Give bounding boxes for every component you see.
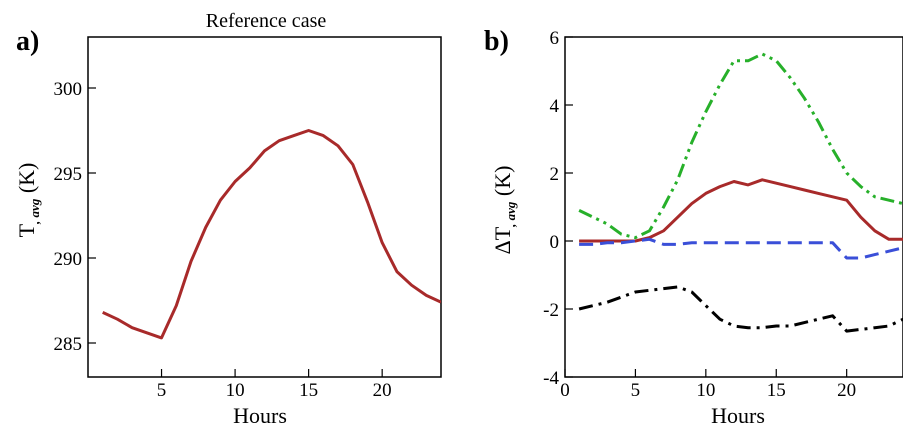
panel-b-series-line-2 bbox=[579, 237, 903, 260]
panel-b-ytick-label: -2 bbox=[543, 300, 559, 321]
panel-b-xlabel: Hours bbox=[711, 403, 765, 428]
panel-a-ytick-label: 300 bbox=[54, 79, 83, 100]
panel-a-ticks: 5 10 15 20 285 290 295 300 bbox=[54, 79, 392, 401]
panel-a-ylabel-unit: (K) bbox=[14, 163, 39, 199]
panel-a-ylabel-main: T bbox=[14, 223, 39, 237]
panel-b-xtick-label: 0 bbox=[560, 380, 570, 401]
panel-b-ytick-label: 4 bbox=[550, 96, 560, 117]
panel-b-ytick-label: 2 bbox=[550, 164, 560, 185]
panel-b-ticks: 0 5 10 15 20 -4 -2 0 2 4 6 bbox=[543, 28, 856, 401]
panel-b-xtick-label: 20 bbox=[837, 380, 856, 401]
panel-b-ylabel: ΔT, avg (K) bbox=[490, 166, 518, 255]
panel-a-title: Reference case bbox=[206, 10, 327, 32]
panel-a-xlabel: Hours bbox=[233, 403, 287, 428]
panel-a-series-line-0 bbox=[102, 129, 441, 340]
panel-a-xtick-label: 15 bbox=[299, 380, 318, 401]
panel-b-series-line-1 bbox=[579, 178, 903, 243]
panel-a-ylabel: T, avg (K) bbox=[14, 163, 42, 238]
panel-a-ytick-label: 290 bbox=[54, 249, 83, 270]
panel-b-plot-frame bbox=[564, 36, 903, 378]
panel-b-label: b) bbox=[484, 26, 509, 57]
panel-a-plot-frame bbox=[87, 36, 442, 378]
panel-b-xtick-label: 5 bbox=[631, 380, 641, 401]
panel-a-xtick-label: 5 bbox=[157, 380, 167, 401]
panel-b-ytick-label: -4 bbox=[543, 368, 559, 389]
panel-a-xtick-label: 20 bbox=[373, 380, 392, 401]
panel-b-ylabel-sub: , avg bbox=[503, 201, 518, 228]
panel-b-xtick-label: 15 bbox=[767, 380, 786, 401]
panel-b-ytick-label: 0 bbox=[550, 232, 560, 253]
panel-b-series-line-3 bbox=[578, 285, 903, 333]
panel-b-series-group bbox=[578, 52, 903, 333]
panel-b-xtick-label: 10 bbox=[696, 380, 715, 401]
panel-a-xtick-label: 10 bbox=[226, 380, 245, 401]
panel-b-ylabel-main: ΔT bbox=[490, 226, 515, 254]
panel-a-ylabel-sub: , avg bbox=[27, 198, 42, 225]
panel-b-ytick-label: 6 bbox=[550, 28, 560, 49]
panel-a-ytick-label: 295 bbox=[54, 164, 83, 185]
panel-a-ytick-label: 285 bbox=[54, 334, 83, 355]
panel-a-label: a) bbox=[16, 26, 39, 57]
panel-b-ylabel-unit: (K) bbox=[490, 166, 515, 202]
panel-a-series-group bbox=[102, 129, 441, 340]
